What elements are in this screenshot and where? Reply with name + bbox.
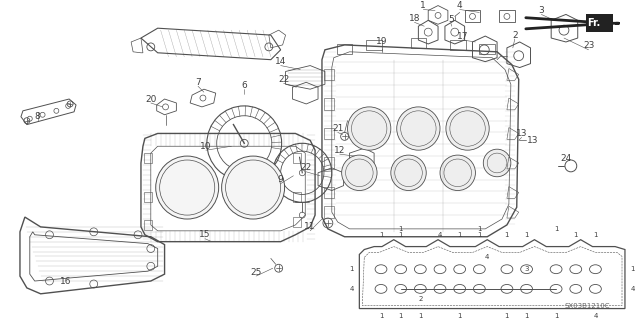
Text: 1: 1 [554, 226, 558, 232]
Text: Fr.: Fr. [587, 18, 600, 28]
Circle shape [391, 155, 426, 190]
Text: 2: 2 [418, 296, 422, 302]
Text: 1: 1 [349, 266, 354, 272]
Text: 15: 15 [199, 230, 211, 239]
Text: 1: 1 [399, 314, 403, 319]
Circle shape [156, 156, 219, 219]
Text: 4: 4 [457, 1, 463, 10]
Text: 5: 5 [448, 15, 454, 24]
Text: 1: 1 [505, 232, 509, 238]
Text: 1: 1 [379, 314, 383, 319]
Circle shape [446, 107, 489, 150]
Text: 1: 1 [458, 314, 462, 319]
Circle shape [348, 107, 391, 150]
Text: 4: 4 [349, 286, 354, 292]
Text: 3: 3 [524, 266, 529, 272]
Text: 14: 14 [275, 57, 286, 66]
Circle shape [342, 155, 377, 190]
Text: 16: 16 [60, 277, 72, 286]
Text: 13: 13 [527, 136, 538, 145]
Polygon shape [586, 14, 613, 32]
Text: 22: 22 [278, 75, 289, 84]
Text: 6: 6 [241, 81, 247, 90]
Text: 17: 17 [457, 32, 468, 41]
Text: 25: 25 [250, 268, 262, 277]
Text: 1: 1 [418, 314, 422, 319]
Text: 11: 11 [305, 222, 316, 231]
Text: 1: 1 [379, 232, 383, 238]
Text: 4: 4 [630, 286, 635, 292]
Text: 1: 1 [573, 232, 578, 238]
Text: 1: 1 [524, 314, 529, 319]
Text: 3: 3 [538, 6, 544, 15]
Text: 12: 12 [334, 146, 346, 155]
Circle shape [440, 155, 476, 190]
Text: 19: 19 [376, 37, 388, 47]
Text: SX03B1210C: SX03B1210C [564, 303, 610, 308]
Text: 1: 1 [420, 1, 426, 10]
Text: 4: 4 [593, 314, 598, 319]
Text: 1: 1 [399, 226, 403, 232]
Text: 18: 18 [409, 14, 420, 23]
Text: 23: 23 [583, 41, 595, 50]
Text: 7: 7 [195, 78, 201, 87]
Text: 10: 10 [200, 142, 212, 151]
Circle shape [221, 156, 285, 219]
Circle shape [483, 149, 511, 177]
Text: 22: 22 [301, 163, 312, 172]
Text: 1: 1 [399, 232, 403, 238]
Text: 4: 4 [438, 232, 442, 238]
Circle shape [397, 107, 440, 150]
Text: 2: 2 [512, 31, 518, 40]
Text: 21: 21 [332, 124, 344, 133]
Text: 24: 24 [560, 153, 572, 163]
Text: 4: 4 [485, 255, 490, 260]
Text: 9: 9 [278, 175, 284, 184]
Text: 20: 20 [145, 94, 157, 104]
Text: 1: 1 [477, 232, 482, 238]
Text: 1: 1 [524, 232, 529, 238]
Text: 1: 1 [505, 314, 509, 319]
Text: 1: 1 [477, 226, 482, 232]
Text: 1: 1 [458, 232, 462, 238]
Text: 1: 1 [630, 266, 635, 272]
Text: 8: 8 [35, 112, 40, 121]
Text: 1: 1 [554, 314, 558, 319]
Text: 13: 13 [516, 129, 527, 138]
Text: 1: 1 [593, 232, 598, 238]
